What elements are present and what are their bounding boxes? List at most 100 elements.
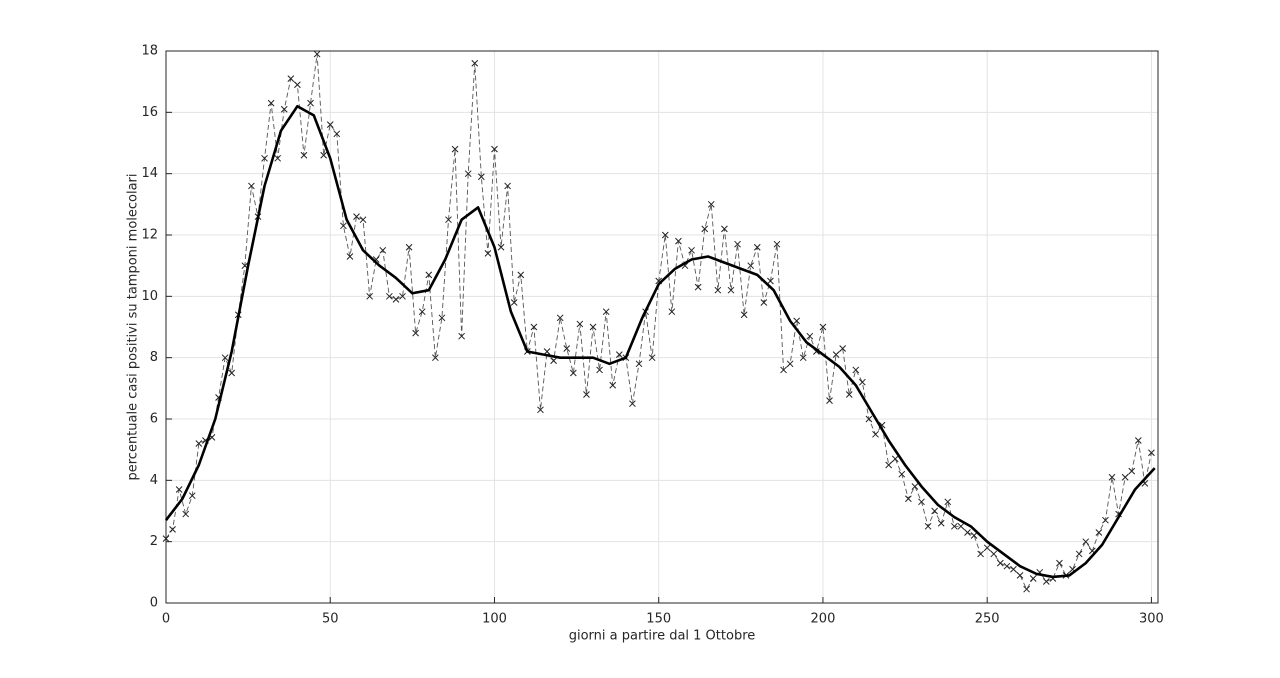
x-tick-label: 200	[811, 612, 836, 627]
marker	[635, 360, 643, 368]
marker	[734, 240, 741, 248]
marker	[1121, 473, 1129, 481]
marker	[826, 397, 833, 404]
y-tick-label: 4	[150, 473, 158, 488]
marker	[530, 323, 538, 331]
marker	[464, 170, 472, 178]
y-tick-label: 16	[141, 105, 158, 120]
marker	[747, 262, 755, 270]
marker	[944, 498, 952, 506]
marker	[188, 492, 196, 500]
marker	[576, 320, 584, 328]
marker	[931, 507, 938, 515]
marker	[694, 283, 702, 291]
marker	[727, 286, 735, 294]
marker	[773, 240, 781, 248]
marker	[313, 50, 321, 58]
marker	[740, 311, 748, 319]
marker	[418, 308, 426, 316]
marker	[780, 366, 787, 374]
marker	[399, 292, 406, 300]
marker	[937, 519, 945, 527]
marker	[412, 329, 419, 337]
marker	[353, 213, 360, 220]
marker	[891, 455, 899, 463]
marker	[819, 323, 827, 331]
marker	[346, 253, 354, 260]
marker	[1029, 575, 1037, 582]
marker	[1102, 516, 1109, 524]
marker	[950, 522, 958, 530]
marker	[484, 250, 492, 257]
marker	[438, 314, 446, 322]
marker	[326, 121, 334, 128]
y-tick-label: 2	[150, 534, 158, 549]
marker	[386, 292, 393, 300]
marker	[970, 532, 978, 539]
x-axis-label: giorni a partire dal 1 Ottobre	[569, 629, 756, 644]
y-tick-label: 12	[141, 228, 158, 243]
marker	[957, 522, 965, 530]
marker	[983, 544, 991, 552]
marker	[287, 75, 295, 82]
marker	[477, 173, 485, 181]
marker	[550, 357, 557, 365]
marker	[175, 486, 183, 493]
x-tick-label: 0	[162, 612, 170, 627]
marker	[865, 415, 873, 423]
marker	[162, 535, 170, 542]
marker	[471, 59, 479, 67]
marker	[1075, 550, 1083, 558]
y-axis-label: percentuale casi positivi su tamponi mol…	[126, 173, 141, 480]
marker	[852, 366, 860, 374]
marker	[195, 440, 203, 447]
marker	[661, 231, 669, 239]
marker	[845, 391, 853, 398]
marker	[379, 246, 387, 254]
x-tick-label: 250	[975, 612, 1000, 627]
marker	[274, 154, 282, 162]
marker	[228, 369, 236, 377]
marker	[924, 522, 932, 530]
marker	[602, 308, 610, 316]
marker	[996, 559, 1004, 567]
marker	[760, 299, 768, 306]
marker	[1095, 529, 1103, 536]
marker	[799, 354, 807, 362]
marker	[510, 299, 518, 306]
marker	[458, 332, 465, 340]
marker	[1148, 449, 1155, 457]
marker	[340, 222, 347, 230]
marker	[569, 369, 577, 377]
marker	[497, 243, 505, 251]
marker	[280, 105, 288, 113]
x-tick-label: 300	[1139, 612, 1164, 627]
marker	[451, 145, 459, 153]
marker	[366, 292, 374, 300]
marker	[911, 483, 919, 490]
marker	[767, 277, 774, 285]
y-tick-label: 6	[150, 412, 158, 427]
marker	[320, 151, 328, 159]
marker	[392, 296, 400, 303]
plot-area	[166, 51, 1158, 603]
marker	[1134, 437, 1142, 444]
marker	[300, 151, 308, 159]
marker	[248, 182, 255, 190]
marker	[839, 345, 847, 352]
smooth-line	[164, 104, 1156, 579]
marker	[589, 323, 597, 331]
marker	[445, 216, 452, 224]
marker	[333, 130, 341, 138]
marker	[615, 351, 623, 358]
marker	[583, 391, 590, 398]
marker	[491, 145, 498, 153]
marker	[169, 526, 176, 533]
marker	[721, 225, 728, 233]
marker	[885, 461, 893, 469]
marker	[688, 246, 695, 254]
marker	[221, 354, 229, 362]
marker	[537, 406, 544, 414]
marker	[675, 237, 682, 245]
marker	[307, 99, 314, 107]
